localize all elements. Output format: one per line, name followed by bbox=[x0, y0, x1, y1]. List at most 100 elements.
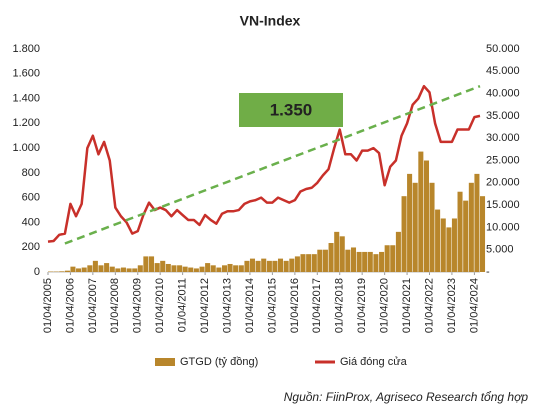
y2-tick-label: 10.000 bbox=[486, 221, 520, 233]
volume-bar bbox=[339, 236, 345, 272]
x-tick-label: 01/04/2005 bbox=[42, 278, 54, 333]
volume-bar bbox=[244, 260, 250, 272]
volume-bar bbox=[59, 271, 65, 272]
x-tick-label: 01/04/2014 bbox=[244, 278, 256, 333]
x-tick-label: 01/04/2011 bbox=[177, 278, 189, 332]
volume-bar bbox=[222, 265, 228, 272]
y-tick-label: 800 bbox=[22, 167, 40, 179]
volume-bar bbox=[345, 249, 351, 272]
volume-bar bbox=[154, 263, 160, 272]
x-tick-label: 01/04/2018 bbox=[334, 278, 346, 333]
volume-bar bbox=[132, 268, 138, 272]
volume-bar bbox=[367, 251, 373, 272]
volume-bar bbox=[238, 265, 244, 272]
volume-bar bbox=[266, 260, 272, 272]
volume-bar bbox=[160, 260, 166, 272]
x-tick-label: 01/04/2009 bbox=[132, 278, 144, 333]
volume-bar bbox=[412, 182, 418, 272]
volume-bar bbox=[193, 268, 199, 272]
volume-bar bbox=[457, 191, 463, 272]
y-tick-label: 0 bbox=[34, 266, 40, 278]
volume-bar bbox=[199, 266, 205, 272]
y2-tick-label: 15.000 bbox=[486, 199, 520, 211]
volume-bar bbox=[70, 266, 76, 272]
x-tick-label: 01/04/2024 bbox=[468, 278, 480, 333]
volume-bar bbox=[395, 231, 401, 272]
x-tick-label: 01/04/2007 bbox=[87, 278, 99, 333]
volume-bar bbox=[216, 267, 222, 272]
y-tick-label: 1.600 bbox=[12, 68, 40, 80]
trend-line bbox=[64, 84, 481, 245]
volume-bar bbox=[137, 265, 143, 272]
price-line bbox=[47, 84, 481, 243]
volume-bar bbox=[272, 260, 278, 272]
volume-bar bbox=[98, 265, 104, 272]
x-tick-label: 01/04/2016 bbox=[289, 278, 301, 333]
volume-bar bbox=[205, 263, 211, 272]
y2-tick-label: 5.000 bbox=[486, 244, 514, 256]
x-tick-label: 01/04/2012 bbox=[199, 278, 211, 333]
volume-bar bbox=[249, 258, 256, 272]
volume-bar bbox=[143, 256, 149, 272]
y2-tick-label: 45.000 bbox=[486, 65, 520, 77]
volume-bar bbox=[277, 258, 284, 272]
y-tick-label: 400 bbox=[22, 216, 40, 228]
legend-label: GTGD (tỷ đồng) bbox=[180, 356, 258, 368]
volume-bar bbox=[407, 173, 413, 272]
volume-bar bbox=[446, 227, 452, 272]
x-tick-label: 01/04/2022 bbox=[423, 278, 435, 333]
volume-bar bbox=[300, 254, 306, 272]
y-tick-label: 600 bbox=[22, 192, 40, 204]
volume-bar bbox=[373, 254, 379, 272]
volume-bar bbox=[429, 182, 435, 272]
legend-label: Giá đóng cửa bbox=[340, 356, 408, 368]
x-tick-label: 01/04/2010 bbox=[154, 278, 166, 333]
y2-tick-label: 20.000 bbox=[486, 177, 520, 189]
volume-bar bbox=[423, 160, 430, 272]
x-tick-label: 01/04/2019 bbox=[356, 278, 368, 333]
volume-bar bbox=[87, 265, 93, 272]
volume-bar bbox=[451, 218, 457, 272]
x-tick-label: 01/04/2017 bbox=[311, 278, 323, 333]
x-tick-label: 01/04/2013 bbox=[221, 278, 233, 333]
volume-bar bbox=[92, 260, 98, 272]
volume-bar bbox=[188, 267, 194, 272]
volume-bar bbox=[317, 249, 323, 272]
y-tick-label: 1.400 bbox=[12, 92, 40, 104]
volume-bar bbox=[322, 249, 328, 272]
x-tick-label: 01/04/2008 bbox=[109, 278, 121, 333]
volume-bar bbox=[435, 209, 441, 272]
volume-bar bbox=[306, 254, 312, 272]
volume-bar bbox=[210, 265, 216, 272]
volume-bar bbox=[120, 267, 126, 272]
volume-bar bbox=[104, 263, 110, 272]
volume-bar bbox=[126, 268, 132, 272]
y-tick-label: 1.800 bbox=[12, 43, 40, 55]
volume-bar bbox=[384, 245, 390, 272]
volume-bar bbox=[64, 270, 70, 272]
volume-bar bbox=[294, 256, 300, 272]
volume-bar bbox=[81, 267, 87, 272]
volume-bar bbox=[328, 243, 334, 272]
x-tick-label: 01/04/2015 bbox=[266, 278, 278, 333]
volume-bar bbox=[334, 231, 340, 272]
volume-bar bbox=[390, 245, 396, 272]
annotation: 1.350 bbox=[270, 100, 313, 119]
volume-bar bbox=[401, 196, 407, 272]
volume-bar bbox=[149, 256, 155, 272]
volume-bar bbox=[109, 266, 115, 272]
source-note: Nguồn: FiinProx, Agriseco Research tổng … bbox=[284, 390, 529, 404]
chart-title: VN-Index bbox=[240, 13, 301, 29]
y-tick-label: 1.200 bbox=[12, 117, 40, 129]
annotation-box bbox=[239, 93, 343, 127]
volume-bar bbox=[463, 200, 469, 272]
y2-tick-label: 40.000 bbox=[486, 88, 520, 100]
volume-bar bbox=[440, 218, 446, 272]
y2-tick-label: 30.000 bbox=[486, 132, 520, 144]
volume-bar bbox=[480, 196, 486, 272]
x-tick-label: 01/04/2021 bbox=[401, 278, 413, 333]
volume-bar bbox=[468, 182, 474, 272]
volume-bar bbox=[418, 151, 424, 272]
x-tick-label: 01/04/2020 bbox=[379, 278, 391, 333]
